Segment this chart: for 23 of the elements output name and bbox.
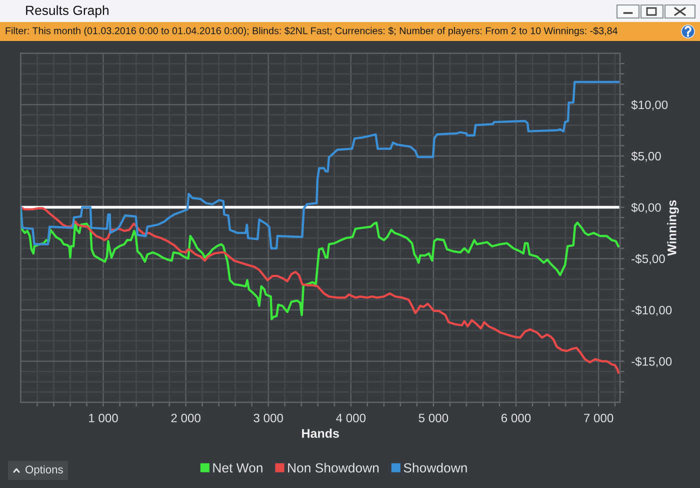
x-tick-label: 3 000 <box>254 414 283 422</box>
chart-subtitle: Filter: This month (01.03.2016 0:00 to 01.04.2016 0:00); Blinds: $2NL Fast; Currencies: $; Number of players: From 2 to 10 Winnings: -$3,84 <box>6 26 618 36</box>
y-tick-label: -$15,00 <box>632 356 672 368</box>
legend-label: Non Showdown <box>288 462 379 473</box>
text: Options <box>26 465 63 476</box>
y-axis-title: Winnings <box>667 200 679 256</box>
x-tick-label: 7 000 <box>584 414 614 422</box>
x-tick-label: 1 000 <box>89 414 118 422</box>
x-tick-label: 6 000 <box>501 414 531 422</box>
y-tick-label: $0,00 <box>631 202 661 214</box>
x-axis-title: Hands <box>302 428 339 438</box>
line-series <box>20 80 620 250</box>
x-tick-label: 4 000 <box>336 414 366 422</box>
y-tick-label: -$5,00 <box>632 254 665 265</box>
x-tick-label: 2 000 <box>171 414 200 422</box>
line-series <box>20 206 620 374</box>
y-tick-label: -$10,00 <box>632 305 672 316</box>
y-tick-label: $10,00 <box>631 100 668 111</box>
x-tick-label: 5 000 <box>418 414 448 422</box>
legend-label: Showdown <box>404 462 467 473</box>
legend-label: Net Won <box>213 463 262 473</box>
y-tick-label: $5,00 <box>631 151 661 162</box>
chart-title: Results Graph <box>26 5 108 18</box>
